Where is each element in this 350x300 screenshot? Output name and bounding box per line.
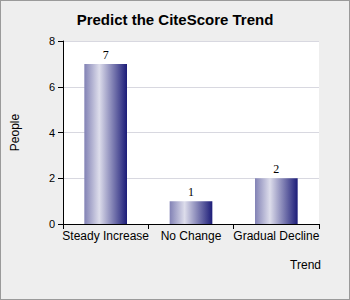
svg-text:Steady Increase: Steady Increase — [62, 229, 149, 243]
svg-text:Gradual Decline: Gradual Decline — [233, 229, 319, 243]
svg-text:0: 0 — [49, 218, 55, 230]
svg-text:Trend: Trend — [290, 258, 321, 272]
svg-text:2: 2 — [273, 162, 279, 176]
svg-text:7: 7 — [103, 48, 109, 62]
svg-text:1: 1 — [188, 185, 194, 199]
svg-text:No Change: No Change — [161, 229, 222, 243]
svg-text:Predict the CiteScore Trend: Predict the CiteScore Trend — [77, 11, 274, 28]
svg-text:4: 4 — [49, 127, 55, 139]
svg-text:6: 6 — [49, 81, 55, 93]
svg-text:8: 8 — [49, 35, 55, 47]
svg-text:People: People — [8, 113, 22, 151]
svg-text:2: 2 — [49, 172, 55, 184]
